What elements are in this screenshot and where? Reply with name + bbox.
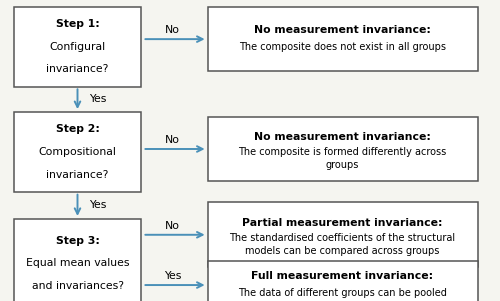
Text: No: No [165, 25, 180, 35]
Text: The standardised coefficients of the structural
models can be compared across gr: The standardised coefficients of the str… [230, 233, 456, 256]
Text: Step 1:: Step 1: [56, 19, 100, 29]
Text: Equal mean values: Equal mean values [26, 258, 129, 268]
FancyBboxPatch shape [208, 261, 478, 301]
Text: The data of different groups can be pooled: The data of different groups can be pool… [238, 287, 447, 298]
Text: The composite does not exist in all groups: The composite does not exist in all grou… [239, 42, 446, 52]
Text: No measurement invariance:: No measurement invariance: [254, 25, 431, 35]
Text: Step 2:: Step 2: [56, 124, 100, 135]
FancyBboxPatch shape [208, 202, 478, 267]
Text: Compositional: Compositional [38, 147, 117, 157]
Text: No: No [165, 221, 180, 231]
FancyBboxPatch shape [14, 219, 141, 301]
Text: The composite is formed differently across
groups: The composite is formed differently acro… [238, 147, 446, 170]
Text: Full measurement invariance:: Full measurement invariance: [252, 271, 434, 281]
Text: invariance?: invariance? [46, 169, 108, 180]
FancyBboxPatch shape [14, 7, 141, 87]
FancyBboxPatch shape [208, 116, 478, 181]
Text: Configural: Configural [50, 42, 106, 52]
FancyBboxPatch shape [14, 112, 141, 192]
Text: Yes: Yes [164, 271, 181, 281]
Text: Step 3:: Step 3: [56, 236, 100, 246]
Text: Yes: Yes [89, 200, 106, 210]
Text: invariance?: invariance? [46, 64, 108, 74]
Text: No: No [165, 135, 180, 145]
Text: Yes: Yes [89, 94, 106, 104]
FancyBboxPatch shape [208, 7, 478, 72]
Text: Partial measurement invariance:: Partial measurement invariance: [242, 218, 443, 228]
Text: No measurement invariance:: No measurement invariance: [254, 132, 431, 142]
Text: and invariances?: and invariances? [32, 281, 124, 291]
